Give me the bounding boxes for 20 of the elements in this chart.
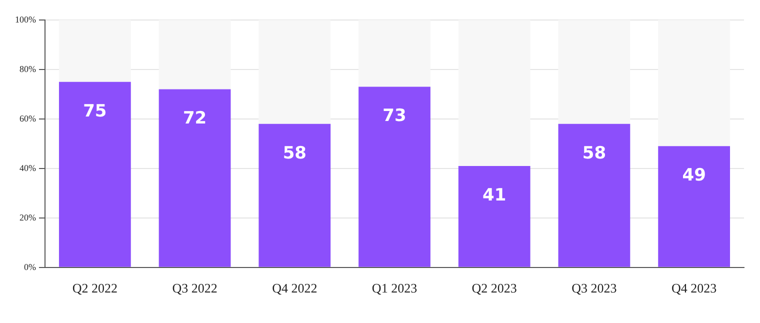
data-label: 41 (482, 185, 506, 206)
x-tick-label: Q2 2023 (472, 280, 517, 296)
data-label: 49 (682, 166, 706, 186)
data-label: 75 (83, 101, 107, 122)
x-tick-label: Q3 2023 (572, 280, 617, 296)
y-tick-label: 40% (19, 162, 36, 173)
data-label: 58 (582, 143, 606, 164)
x-tick-label: Q1 2023 (372, 280, 418, 296)
x-tick-label: Q4 2022 (272, 280, 318, 296)
y-tick-label: 0% (24, 262, 36, 272)
data-label: 72 (182, 108, 207, 129)
y-tick-label: 100% (14, 14, 36, 24)
y-tick-label: 20% (19, 212, 36, 222)
data-label: 73 (382, 106, 406, 126)
x-tick-label: Q2 2022 (72, 280, 118, 296)
x-tick-label: Q4 2023 (672, 280, 717, 296)
data-label: 58 (282, 143, 306, 164)
y-tick-label: 60% (19, 113, 36, 124)
y-tick-label: 80% (19, 64, 36, 74)
x-tick-label: Q3 2022 (172, 280, 218, 296)
